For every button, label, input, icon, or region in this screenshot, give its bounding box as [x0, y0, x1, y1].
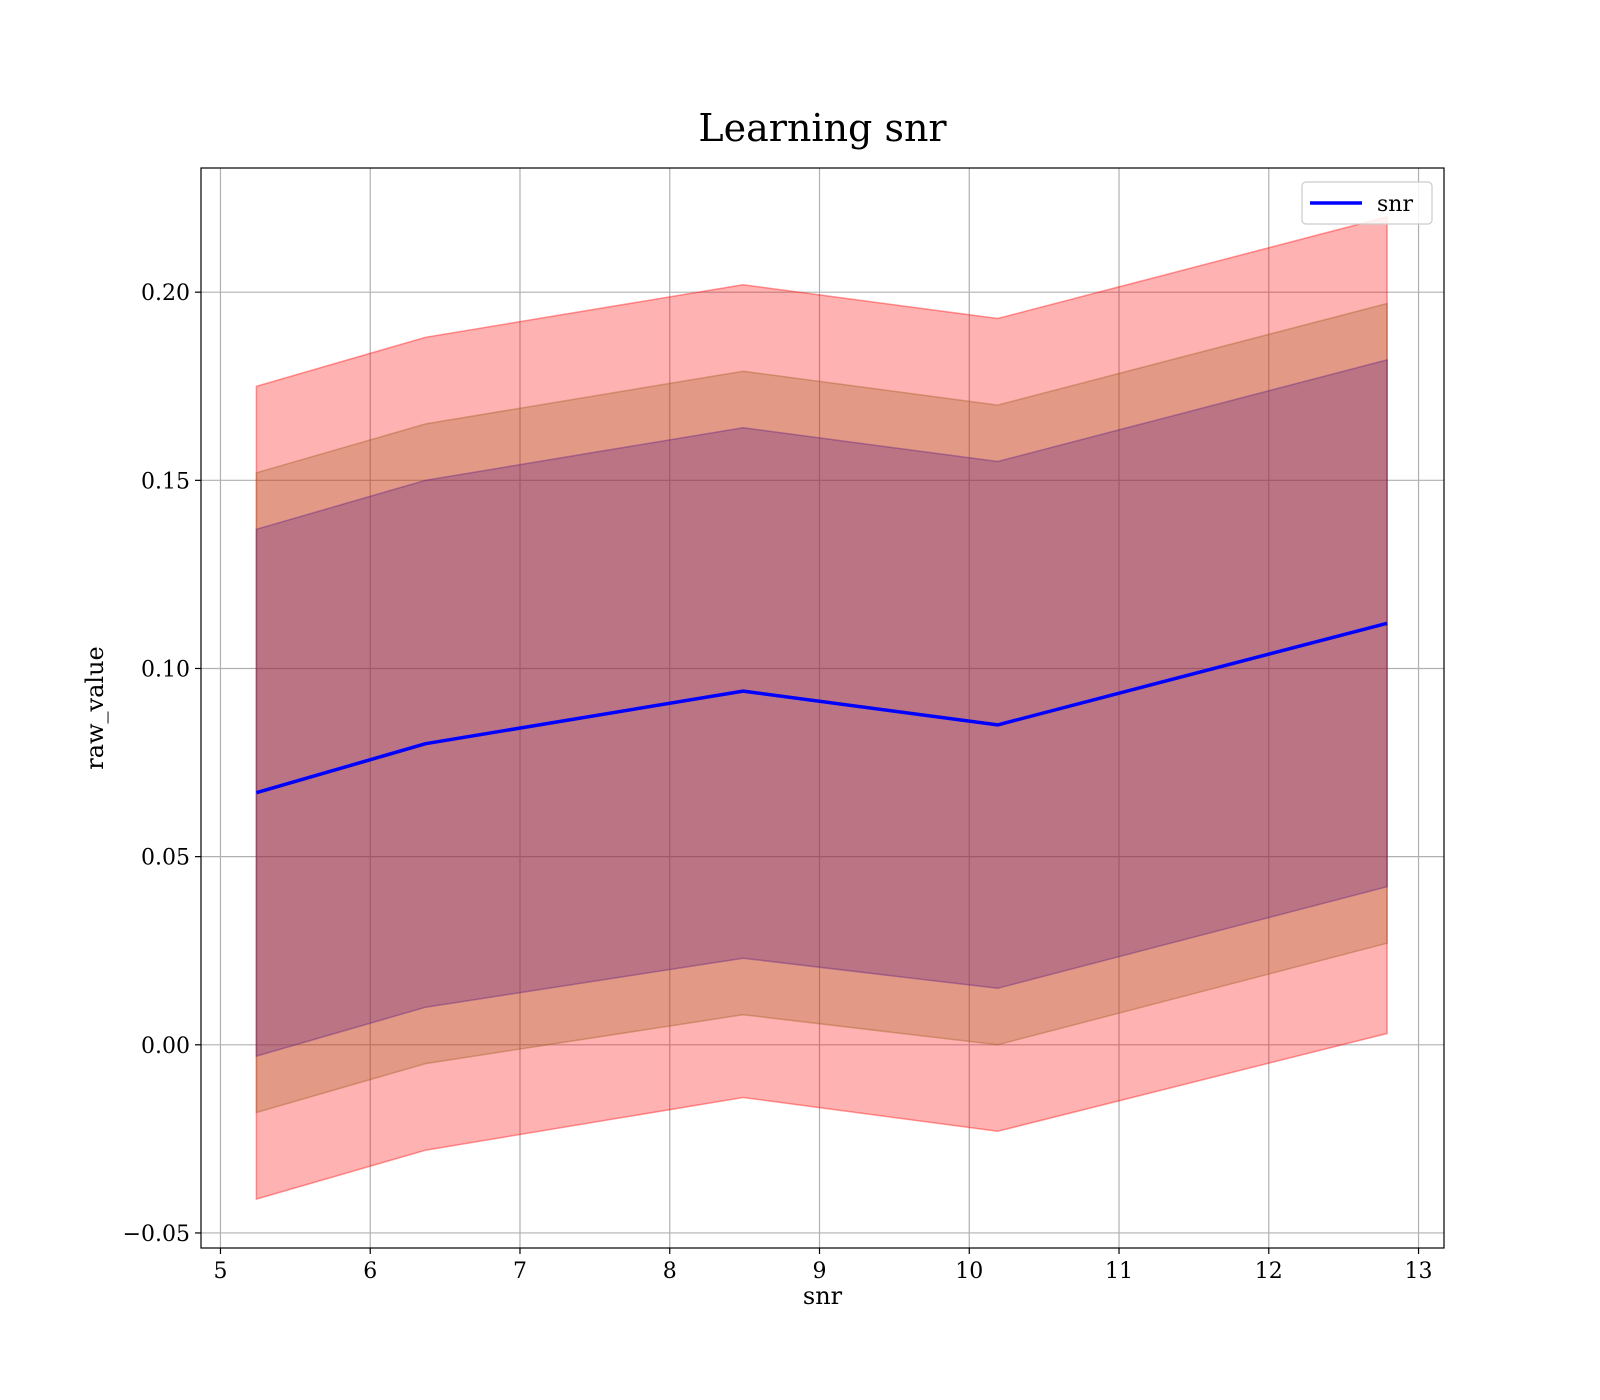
x-tick-label: 13: [1405, 1259, 1433, 1284]
x-axis-label: snr: [803, 1282, 843, 1310]
x-tick-label: 10: [955, 1259, 983, 1284]
confidence-band-3: [255, 358, 1388, 1058]
confidence-band-1: [255, 215, 1388, 1201]
x-tick-label: 6: [363, 1259, 377, 1284]
y-tick-label: 0.05: [141, 846, 190, 871]
y-tick-label: −0.05: [123, 1222, 190, 1247]
y-axis: −0.05 0.00 0.05 0.10 0.15 0.20: [123, 281, 201, 1247]
y-axis-label: raw_value: [81, 646, 109, 770]
series-lines: [255, 621, 1388, 795]
legend: snr: [1301, 181, 1433, 225]
confidence-bands: [255, 215, 1388, 1201]
grid: [201, 168, 1444, 1248]
y-tick-label: 0.15: [141, 469, 190, 494]
y-tick-label: 0.00: [141, 1034, 190, 1059]
x-tick-label: 9: [813, 1259, 827, 1284]
y-tick-label: 0.10: [141, 657, 190, 682]
plot-frame: [200, 167, 1445, 1249]
x-tick-label: 12: [1255, 1259, 1283, 1284]
legend-box: [1301, 181, 1433, 225]
x-tick-label: 8: [663, 1259, 677, 1284]
x-tick-label: 11: [1105, 1259, 1133, 1284]
confidence-band-2: [255, 302, 1388, 1114]
series-line-1: [255, 621, 1388, 795]
chart-title: Learning snr: [698, 106, 947, 150]
x-tick-label: 5: [213, 1259, 227, 1284]
x-axis: 5 6 7 8 9 10 11 12 13: [213, 1248, 1433, 1284]
x-tick-label: 7: [513, 1259, 527, 1284]
legend-label: snr: [1377, 192, 1413, 217]
y-tick-label: 0.20: [141, 281, 190, 306]
